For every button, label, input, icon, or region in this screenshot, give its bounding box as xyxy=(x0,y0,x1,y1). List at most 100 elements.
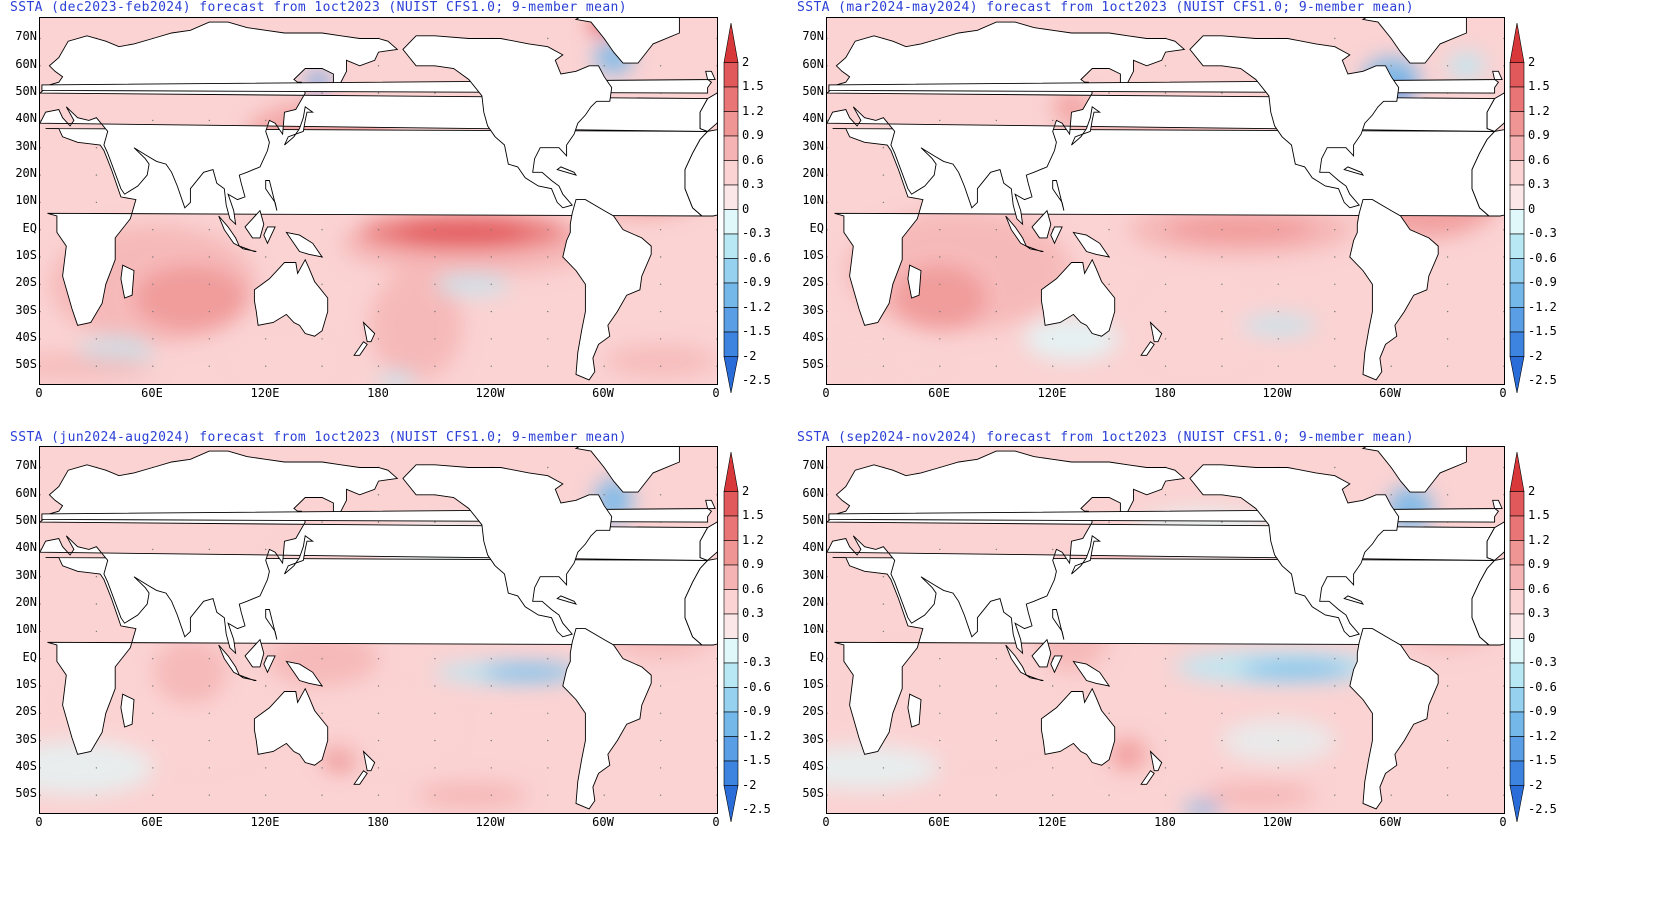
lon-label: 0 xyxy=(1499,386,1507,400)
lat-label: 30N xyxy=(802,568,824,582)
colorbar-label: -0.6 xyxy=(742,680,771,694)
lat-label: 40S xyxy=(15,759,37,773)
colorbar-label: 0 xyxy=(1528,202,1536,216)
colorbar xyxy=(1509,22,1525,394)
colorbar-label: 0.6 xyxy=(742,582,764,596)
colorbar-label: -2 xyxy=(742,349,757,363)
lon-label: 60W xyxy=(1379,815,1401,829)
lat-label: 50N xyxy=(802,84,824,98)
lat-label: 30N xyxy=(15,568,37,582)
lon-label: 0 xyxy=(712,386,720,400)
lon-label: 120W xyxy=(1262,386,1292,400)
lat-label: 50N xyxy=(802,513,824,527)
lat-label: 10S xyxy=(15,677,37,691)
colorbar-label: -2 xyxy=(742,778,757,792)
lat-label: 20N xyxy=(15,166,37,180)
colorbar-label: 0.3 xyxy=(1528,606,1550,620)
lon-label: 180 xyxy=(1154,386,1176,400)
colorbar-label: 1.5 xyxy=(742,508,764,522)
colorbar-label: -2.5 xyxy=(1528,802,1557,816)
lat-label: 60N xyxy=(15,57,37,71)
lat-label: 10N xyxy=(15,193,37,207)
lat-label: 10S xyxy=(15,248,37,262)
lon-label: 60W xyxy=(592,386,614,400)
lat-label: EQ xyxy=(809,221,824,235)
lon-label: 60E xyxy=(141,386,163,400)
lon-label: 120E xyxy=(250,386,280,400)
colorbar-label: -2 xyxy=(1528,778,1543,792)
colorbar-label: 0.9 xyxy=(742,128,764,142)
colorbar-label: -1.5 xyxy=(742,753,771,767)
lat-label: 10S xyxy=(802,677,824,691)
colorbar-label: 2 xyxy=(1528,55,1536,69)
colorbar-label: -0.6 xyxy=(742,251,771,265)
colorbar-label: -0.3 xyxy=(742,655,771,669)
colorbar-label: 0.3 xyxy=(742,177,764,191)
colorbar-label: 0.6 xyxy=(1528,153,1550,167)
lat-label: EQ xyxy=(22,221,37,235)
colorbar-label: 1.2 xyxy=(1528,533,1550,547)
colorbar-label: -0.9 xyxy=(742,704,771,718)
lon-label: 60E xyxy=(928,386,950,400)
lat-label: 30S xyxy=(15,303,37,317)
lat-label: 20S xyxy=(15,704,37,718)
colorbar-label: -0.9 xyxy=(1528,704,1557,718)
map-panel xyxy=(39,446,718,814)
lat-label: 20S xyxy=(802,704,824,718)
lon-label: 60W xyxy=(592,815,614,829)
lat-label: 70N xyxy=(15,458,37,472)
map-panel xyxy=(826,17,1505,385)
lon-label: 120W xyxy=(475,815,505,829)
colorbar-label: 0.3 xyxy=(742,606,764,620)
colorbar-label: -2 xyxy=(1528,349,1543,363)
lon-label: 180 xyxy=(367,386,389,400)
lat-label: 40S xyxy=(15,330,37,344)
lat-label: 60N xyxy=(802,486,824,500)
lat-label: 10N xyxy=(802,193,824,207)
lat-label: 20S xyxy=(15,275,37,289)
colorbar-label: -2.5 xyxy=(742,802,771,816)
lat-label: 70N xyxy=(15,29,37,43)
lon-label: 120W xyxy=(1262,815,1292,829)
colorbar-label: -0.3 xyxy=(1528,226,1557,240)
map-panel xyxy=(39,17,718,385)
lat-label: 40S xyxy=(802,330,824,344)
lon-label: 0 xyxy=(712,815,720,829)
colorbar-label: 0.3 xyxy=(1528,177,1550,191)
lat-label: 10S xyxy=(802,248,824,262)
panel-title: SSTA (jun2024-aug2024) forecast from 1oc… xyxy=(10,430,627,445)
colorbar-label: -0.9 xyxy=(1528,275,1557,289)
lon-label: 60E xyxy=(928,815,950,829)
lat-label: 40N xyxy=(15,111,37,125)
lat-label: 60N xyxy=(802,57,824,71)
lon-label: 60W xyxy=(1379,386,1401,400)
lat-label: 70N xyxy=(802,458,824,472)
colorbar-label: 0 xyxy=(1528,631,1536,645)
lat-label: 20N xyxy=(15,595,37,609)
lat-label: 20N xyxy=(802,166,824,180)
colorbar xyxy=(723,22,739,394)
colorbar-label: 0.6 xyxy=(1528,582,1550,596)
lon-label: 120E xyxy=(1037,815,1067,829)
colorbar-label: -0.9 xyxy=(742,275,771,289)
lon-label: 180 xyxy=(1154,815,1176,829)
lon-label: 120E xyxy=(250,815,280,829)
lon-label: 60E xyxy=(141,815,163,829)
colorbar-label: 1.2 xyxy=(742,533,764,547)
colorbar xyxy=(1509,451,1525,823)
lon-label: 180 xyxy=(367,815,389,829)
ssta-map xyxy=(827,18,1504,384)
colorbar-label: 1.5 xyxy=(1528,79,1550,93)
panel-title: SSTA (dec2023-feb2024) forecast from 1oc… xyxy=(10,0,627,15)
lat-label: 60N xyxy=(15,486,37,500)
colorbar-label: -1.2 xyxy=(1528,729,1557,743)
colorbar-label: -0.6 xyxy=(1528,680,1557,694)
lat-label: 40S xyxy=(802,759,824,773)
ssta-map xyxy=(40,447,717,813)
lat-label: 50S xyxy=(802,357,824,371)
colorbar-label: -1.5 xyxy=(1528,324,1557,338)
lat-label: 30N xyxy=(802,139,824,153)
colorbar-label: 0 xyxy=(742,202,750,216)
colorbar-label: -1.2 xyxy=(742,300,771,314)
colorbar-label: 1.5 xyxy=(742,79,764,93)
